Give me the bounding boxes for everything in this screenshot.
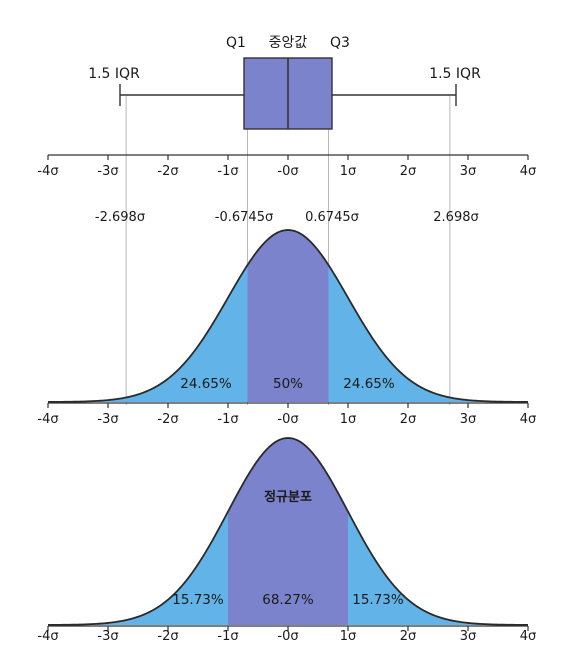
boundary-labels: -2.698σ -0.6745σ 0.6745σ 2.698σ — [95, 210, 479, 225]
curve2-title: 정규분포 — [264, 489, 312, 505]
axis-tick-label: -2σ — [157, 629, 178, 644]
curve1-outer-left-region — [48, 264, 248, 402]
sigma-axis-2: -4σ -3σ -2σ -1σ -0σ 1σ 2σ 3σ 4σ — [37, 402, 537, 427]
median-label: 중앙값 — [269, 35, 308, 51]
axis-tick-label: 1σ — [340, 629, 357, 644]
curve1-right-pct: 24.65% — [343, 376, 395, 392]
axis-tick-label: -1σ — [217, 629, 238, 644]
axis-tick-label: -3σ — [97, 629, 118, 644]
axis-tick-label: 1σ — [340, 164, 357, 179]
curve1-outer-right-region — [328, 264, 528, 402]
boundary-label-2698: 2.698σ — [433, 210, 478, 225]
axis-tick-label: -4σ — [37, 412, 58, 427]
axis-tick-label: -1σ — [217, 164, 238, 179]
normal-curve-1: 24.65% 50% 24.65% — [48, 229, 528, 403]
axis-tick-label: 4σ — [520, 164, 537, 179]
curve2-right-pct: 15.73% — [352, 592, 404, 608]
boundary-label-06745: 0.6745σ — [305, 210, 359, 225]
curve1-center-pct: 50% — [273, 376, 303, 392]
boundary-label-neg-2698: -2.698σ — [95, 210, 145, 225]
curve1-outline — [48, 229, 528, 403]
axis-tick-label: -0σ — [277, 629, 298, 644]
curve2-outer-right-region — [348, 511, 528, 625]
axis-tick-label: -2σ — [157, 164, 178, 179]
axis-tick-label: 2σ — [400, 412, 417, 427]
curve1-center-region — [247, 230, 329, 402]
left-whisker-label: 1.5 IQR — [88, 66, 140, 82]
axis-tick-label: 3σ — [460, 412, 477, 427]
sigma-axis-3: -4σ -3σ -2σ -1σ -0σ 1σ 2σ 3σ 4σ — [37, 625, 537, 644]
curve2-left-pct: 15.73% — [172, 592, 224, 608]
axis-tick-label: 1σ — [340, 412, 357, 427]
curve2-center-pct: 68.27% — [262, 592, 314, 608]
axis-tick-label: 2σ — [400, 164, 417, 179]
axis-tick-label: -4σ — [37, 629, 58, 644]
axis-tick-label: 2σ — [400, 629, 417, 644]
curve1-left-pct: 24.65% — [180, 376, 232, 392]
axis-tick-label: -0σ — [277, 164, 298, 179]
q1-label: Q1 — [226, 35, 246, 51]
boundary-label-neg-06745: -0.6745σ — [215, 210, 273, 225]
axis-tick-label: -4σ — [37, 164, 58, 179]
q3-label: Q3 — [330, 35, 350, 51]
axis-tick-label: -2σ — [157, 412, 178, 427]
axis-tick-label: 4σ — [520, 629, 537, 644]
curve2-center-region — [228, 438, 348, 625]
axis-tick-label: -3σ — [97, 412, 118, 427]
axis-tick-label: 3σ — [460, 629, 477, 644]
sigma-axis-1: -4σ -3σ -2σ -1σ -0σ 1σ 2σ 3σ 4σ — [37, 154, 537, 179]
normal-curve-2: 정규분포 15.73% 68.27% 15.73% — [47, 437, 529, 626]
axis-tick-label: -1σ — [217, 412, 238, 427]
box-plot: Q1 중앙값 Q3 1.5 IQR 1.5 IQR — [88, 35, 481, 130]
axis-tick-label: 3σ — [460, 164, 477, 179]
curve2-outer-left-region — [48, 511, 228, 625]
axis-tick-label: 4σ — [520, 412, 537, 427]
right-whisker-label: 1.5 IQR — [429, 66, 481, 82]
axis-tick-label: -0σ — [277, 412, 298, 427]
axis-tick-label: -3σ — [97, 164, 118, 179]
curve2-outline — [47, 437, 529, 626]
